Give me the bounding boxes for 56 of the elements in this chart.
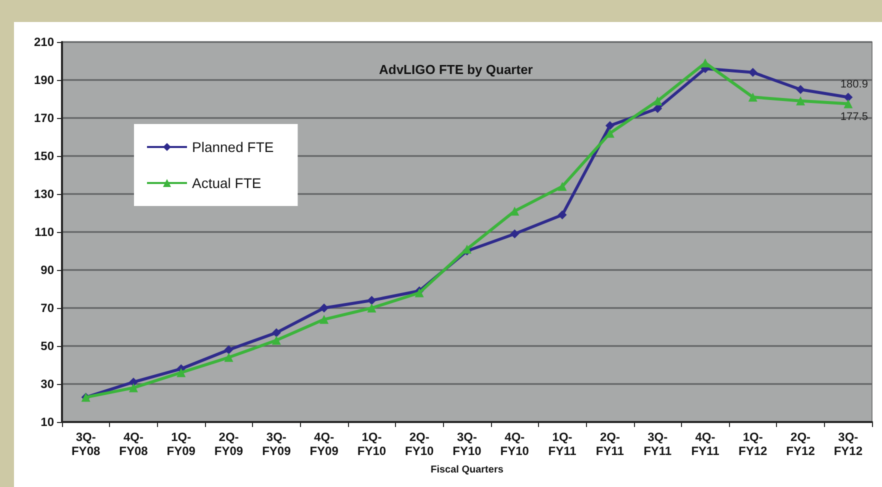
data-label: 177.5 <box>840 110 868 123</box>
x-tick-label: 1Q- FY10 <box>357 430 386 458</box>
point <box>367 304 376 312</box>
point <box>128 383 138 392</box>
y-tick-label: 150 <box>34 149 54 163</box>
y-tick-label: 190 <box>34 73 54 87</box>
y-tick-label: 90 <box>40 263 54 277</box>
text: AdvLIGO FTE by Quarter <box>379 62 533 77</box>
point <box>558 210 567 220</box>
point <box>844 92 853 102</box>
point <box>605 121 614 130</box>
y-tick-label: 110 <box>34 225 54 239</box>
x-tick-label: 2Q- FY10 <box>405 430 434 458</box>
y-tick-label: 10 <box>40 415 54 429</box>
y-tick-label: 210 <box>34 35 54 49</box>
x-tick-label: 3Q- FY10 <box>452 430 482 458</box>
x-tick-label: 1Q- FY09 <box>166 430 196 458</box>
legend-label: Actual FTE <box>192 175 262 191</box>
data-label: 180.9 <box>840 78 868 90</box>
y-tick-label: 130 <box>34 187 54 201</box>
y-tick-label: 170 <box>34 111 54 125</box>
x-axis-title: Fiscal Quarters <box>430 464 504 476</box>
x-tick-label: 2Q- FY11 <box>596 430 624 458</box>
point <box>367 296 376 305</box>
point <box>272 336 281 345</box>
point <box>844 99 853 108</box>
x-tick-label: 4Q- FY10 <box>500 430 530 458</box>
x-tick-label: 1Q- FY12 <box>738 430 768 458</box>
y-tick-label: 70 <box>40 301 54 315</box>
point <box>510 206 520 216</box>
point <box>653 104 662 113</box>
point <box>558 182 567 191</box>
point <box>653 96 662 106</box>
point <box>224 345 234 354</box>
point <box>320 314 329 324</box>
x-tick-label: 2Q- FY09 <box>214 430 244 458</box>
point <box>320 304 329 312</box>
x-tick-label: 3Q- FY12 <box>834 430 863 458</box>
x-tick-label: 4Q- FY11 <box>691 430 720 458</box>
point <box>510 229 520 238</box>
x-tick-label: 3Q- FY08 <box>71 430 100 458</box>
x-tick-label: 1Q- FY11 <box>548 430 577 458</box>
x-tick-label: 2Q- FY12 <box>786 430 816 458</box>
point <box>272 328 281 338</box>
point <box>176 368 186 378</box>
x-tick-label: 4Q- FY09 <box>310 430 339 458</box>
x-tick-label: 3Q- FY09 <box>262 430 292 458</box>
point <box>224 352 234 362</box>
x-tick-label: 3Q- FY11 <box>644 430 672 458</box>
point <box>796 96 806 106</box>
y-tick-label: 50 <box>40 339 54 353</box>
legend-label: Planned FTE <box>192 139 274 155</box>
x-tick-label: 4Q- FY08 <box>119 430 148 458</box>
point <box>748 92 758 102</box>
y-tick-label: 30 <box>40 377 54 391</box>
point <box>796 85 806 94</box>
